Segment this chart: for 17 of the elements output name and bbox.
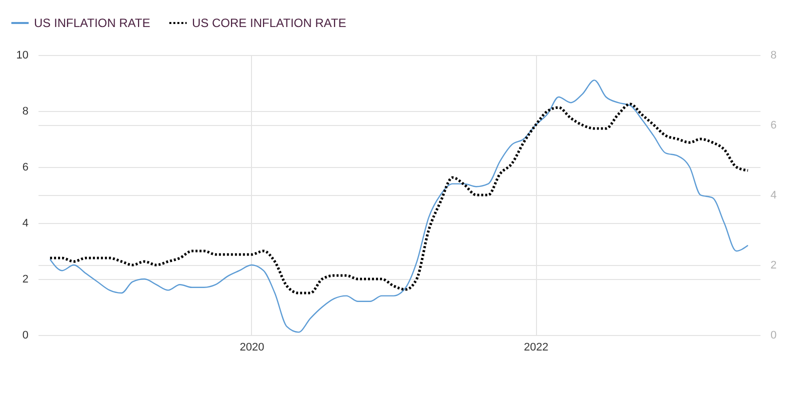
y2-tick-label: 8: [770, 50, 777, 62]
line-series: [48, 102, 750, 294]
legend-label: US INFLATION RATE: [34, 16, 150, 30]
y2-tick-label: 6: [770, 120, 777, 132]
line-series: [49, 80, 749, 333]
x-tick-label: 2022: [524, 342, 548, 354]
y-tick-label: 4: [22, 218, 28, 230]
y2-tick-label: 4: [770, 190, 777, 202]
y-tick-label: 8: [22, 106, 28, 118]
y-tick-label: 0: [22, 330, 28, 342]
y-tick-label: 6: [22, 162, 28, 174]
x-tick-label: 2020: [240, 342, 264, 354]
y2-tick-label: 0: [770, 330, 777, 342]
y2-tick-label: 2: [770, 260, 777, 272]
y-tick-label: 10: [16, 50, 28, 62]
legend-label: US CORE INFLATION RATE: [192, 16, 346, 30]
y-tick-label: 2: [22, 274, 28, 286]
